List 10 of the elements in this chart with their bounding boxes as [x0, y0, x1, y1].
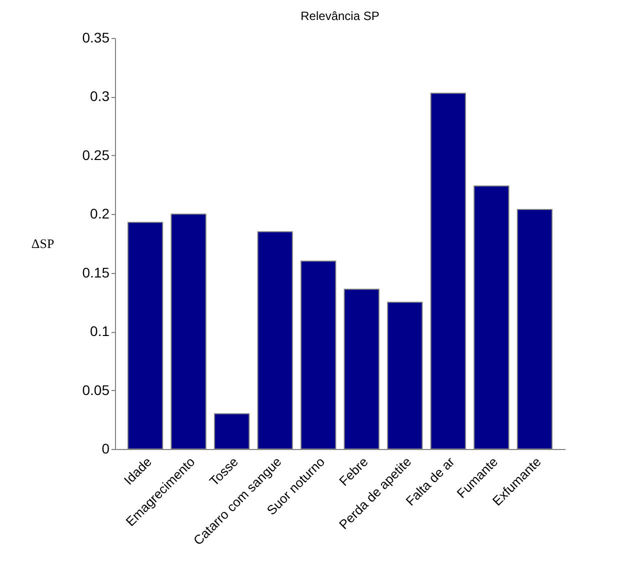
y-tick-label: 0.3 [90, 88, 110, 104]
chart-title: Relevância SP [300, 9, 380, 23]
y-tick-label: 0.1 [90, 323, 110, 340]
y-tick-label: 0.25 [82, 146, 110, 163]
y-tick-label: 0.35 [82, 30, 110, 46]
y-tick-label: 0.05 [82, 382, 110, 398]
y-tick-label: 0.2 [90, 206, 110, 222]
y-tick-label: 0 [102, 440, 110, 456]
y-axis-title: ΔSP [31, 236, 54, 251]
y-tick-label: 0.15 [82, 264, 110, 280]
